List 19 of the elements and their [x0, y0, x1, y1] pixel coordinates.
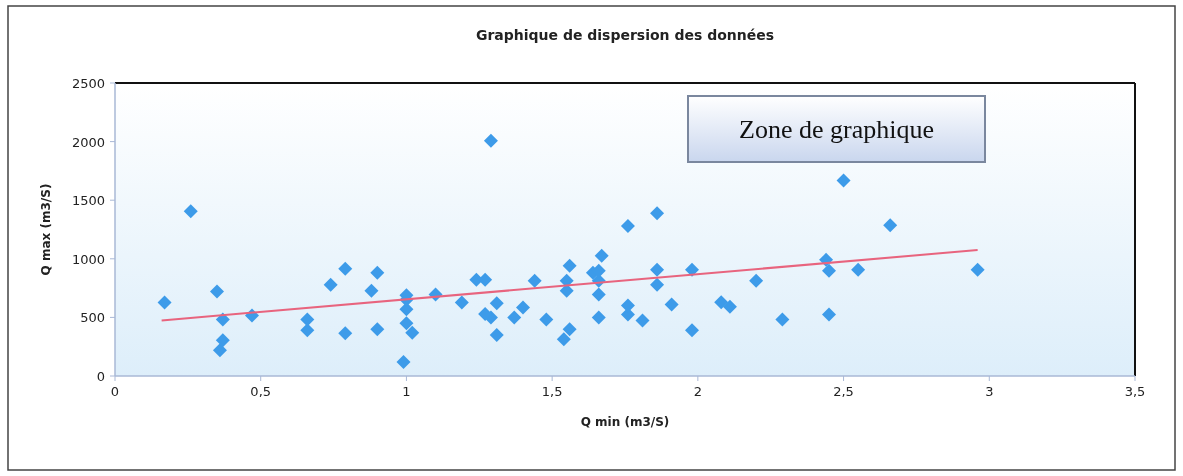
chart-title: Graphique de dispersion des données [475, 27, 775, 43]
x-tick-label: 2 [693, 384, 702, 399]
y-axis-title: Q max (m3/S) [39, 183, 53, 276]
x-tick-label: 3,5 [1124, 384, 1146, 399]
x-tick-label: 1 [402, 384, 411, 399]
y-tick-label: 1500 [71, 193, 105, 209]
x-axis-title: Q min (m3/S) [580, 415, 670, 429]
x-tick-label: 1,5 [541, 384, 563, 399]
x-tick-label: 2,5 [833, 384, 854, 399]
y-tick-label: 2000 [71, 134, 105, 150]
x-tick-label: 0 [110, 384, 120, 399]
y-tick-label: 1000 [71, 251, 105, 267]
y-tick-label: 500 [80, 310, 105, 326]
y-tick-label: 0 [96, 369, 105, 384]
x-tick-label: 3 [985, 384, 994, 399]
y-tick-label: 2500 [71, 76, 105, 91]
x-tick-label: 0,5 [250, 384, 272, 399]
annotation: Zone de graphique [739, 115, 934, 144]
text-box: Zone de graphique [687, 95, 986, 163]
